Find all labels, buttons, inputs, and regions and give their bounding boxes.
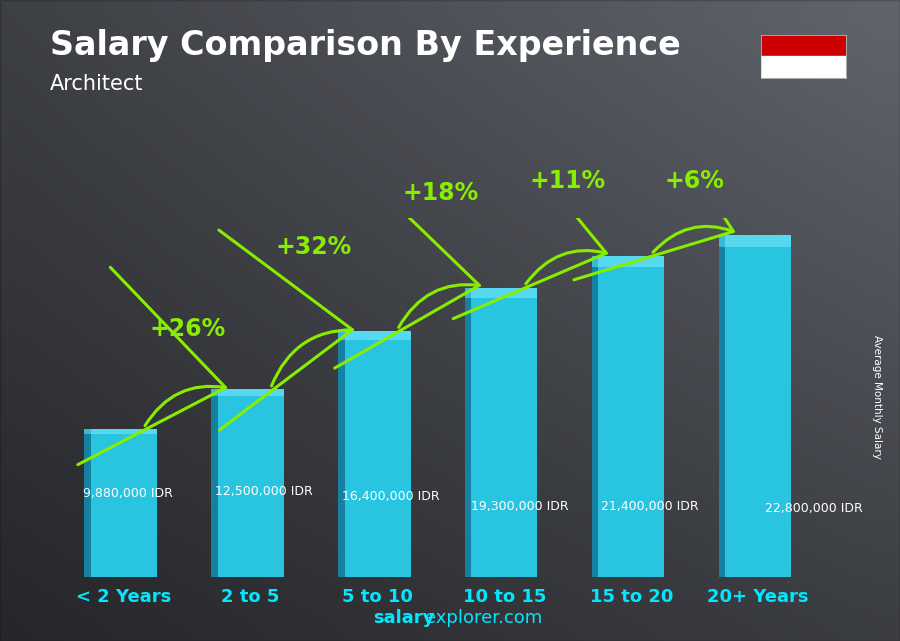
FancyArrowPatch shape [77,267,226,465]
Text: 9,880,000 IDR: 9,880,000 IDR [83,487,173,500]
Text: Architect: Architect [50,74,143,94]
Text: 19,300,000 IDR: 19,300,000 IDR [472,500,569,513]
Bar [345,331,410,340]
Bar [85,429,91,434]
Bar [598,256,664,577]
Bar [591,256,599,267]
Text: +11%: +11% [530,169,606,193]
Text: Salary Comparison By Experience: Salary Comparison By Experience [50,29,680,62]
Text: +18%: +18% [403,181,479,205]
Bar [598,256,664,267]
Bar [465,288,472,297]
FancyArrowPatch shape [453,124,607,319]
Bar [760,35,846,56]
Bar [338,331,345,577]
Bar [85,429,91,577]
Bar [725,235,791,247]
Bar [472,288,537,297]
Text: +6%: +6% [665,169,725,193]
Bar [718,235,725,577]
Bar [591,256,599,577]
Text: explorer.com: explorer.com [425,609,542,627]
Text: 12,500,000 IDR: 12,500,000 IDR [215,485,313,498]
Bar [212,390,218,396]
Bar [718,235,725,247]
Bar [472,288,537,577]
FancyArrowPatch shape [574,92,734,280]
FancyArrowPatch shape [219,230,353,430]
Bar [212,390,218,577]
Bar [725,235,791,577]
Bar [345,331,410,577]
Text: Average Monthly Salary: Average Monthly Salary [872,335,883,460]
Bar [91,429,157,577]
Text: +26%: +26% [149,317,225,342]
Text: 16,400,000 IDR: 16,400,000 IDR [342,490,440,503]
Text: 22,800,000 IDR: 22,800,000 IDR [765,503,862,515]
FancyArrowPatch shape [335,170,480,368]
Bar [218,390,284,396]
Bar [760,56,846,78]
Bar [338,331,345,340]
Bar [218,390,284,577]
Bar [465,288,472,577]
Text: 21,400,000 IDR: 21,400,000 IDR [601,500,698,513]
Text: +32%: +32% [276,235,352,259]
Text: salary: salary [374,609,435,627]
Bar [91,429,157,434]
